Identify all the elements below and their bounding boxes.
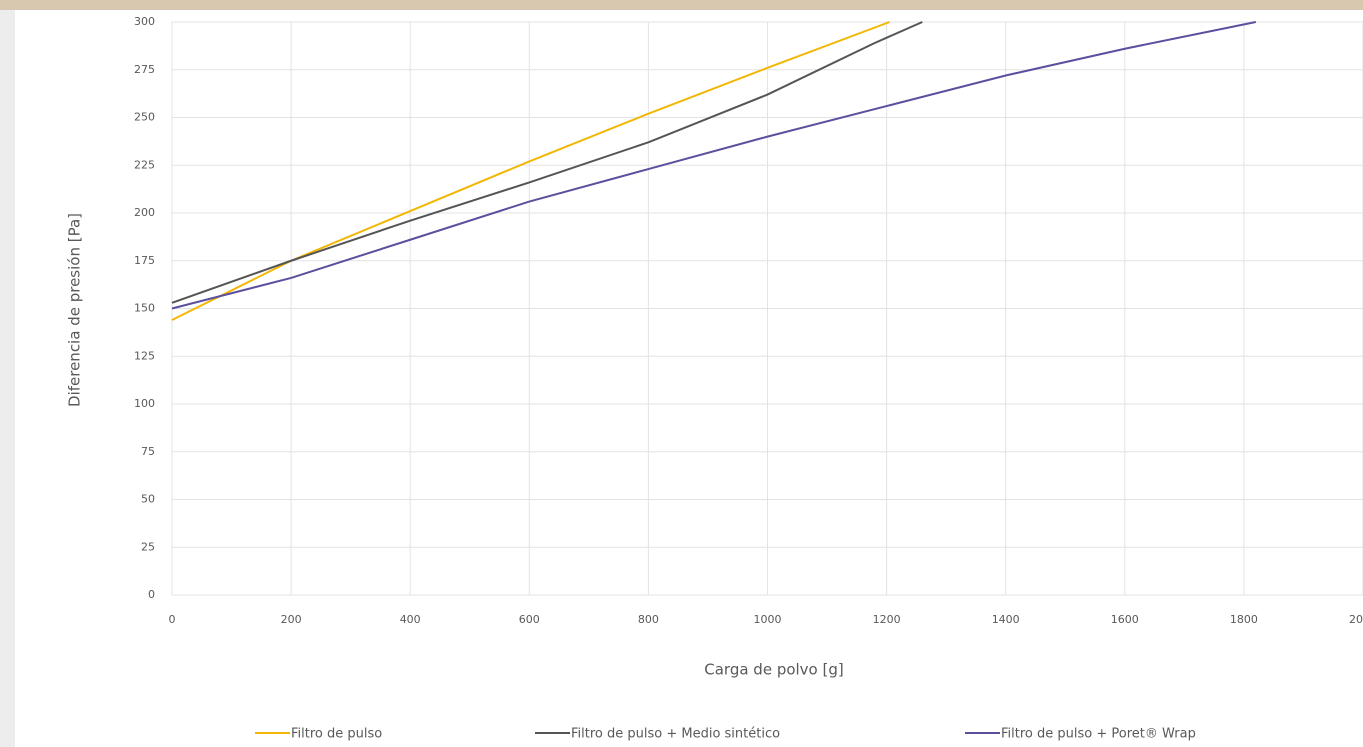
x-tick-label: 1200	[873, 613, 901, 626]
x-tick-label: 200	[281, 613, 302, 626]
y-tick-label: 200	[134, 206, 155, 219]
y-tick-label: 75	[141, 445, 155, 458]
y-tick-label: 300	[134, 15, 155, 28]
x-axis-label: Carga de polvo [g]	[704, 661, 843, 679]
x-tick-label: 1000	[754, 613, 782, 626]
chart-panel	[15, 10, 1363, 747]
legend-label: Filtro de pulso	[291, 727, 382, 742]
series-line	[171, 21, 1257, 310]
x-tick-label: 1400	[992, 613, 1020, 626]
y-axis-label: Diferencia de presión [Pa]	[66, 213, 84, 407]
x-tick-label: 1800	[1230, 613, 1258, 626]
y-tick-label: 50	[141, 493, 155, 506]
x-tick-label: 400	[400, 613, 421, 626]
y-tick-label: 25	[141, 540, 155, 553]
x-tick-label: 2000	[1349, 613, 1363, 626]
legend-label: Filtro de pulso + Poret® Wrap	[1001, 727, 1196, 742]
top-strip	[0, 0, 1363, 10]
x-tick-label: 0	[169, 613, 176, 626]
y-tick-label: 100	[134, 397, 155, 410]
series-line	[171, 21, 923, 304]
x-tick-label: 1600	[1111, 613, 1139, 626]
y-tick-label: 150	[134, 302, 155, 315]
y-tick-label: 0	[148, 588, 155, 601]
y-tick-label: 225	[134, 158, 155, 171]
y-tick-label: 175	[134, 254, 155, 267]
legend-label: Filtro de pulso + Medio sintético	[571, 727, 780, 742]
y-tick-label: 125	[134, 349, 155, 362]
y-tick-label: 250	[134, 111, 155, 124]
y-tick-label: 275	[134, 63, 155, 76]
x-tick-label: 800	[638, 613, 659, 626]
x-tick-label: 600	[519, 613, 540, 626]
